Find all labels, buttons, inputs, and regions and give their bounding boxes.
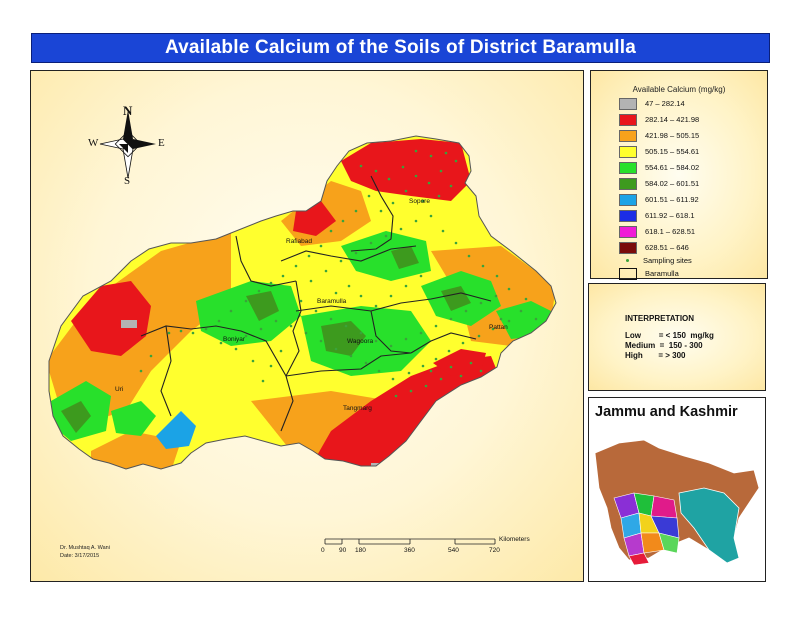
- scale-tick-4: 540: [448, 547, 459, 554]
- legend-row: 505.15 – 554.61: [619, 145, 700, 158]
- legend-swatch: [619, 97, 637, 110]
- legend-row: 47 – 282.14: [619, 97, 685, 110]
- place-sopore: Sopore: [409, 198, 430, 205]
- interpretation-title: INTERPRETATION: [625, 314, 695, 323]
- legend-swatch: [619, 193, 637, 206]
- legend-swatch: [619, 225, 637, 238]
- scale-tick-3: 360: [404, 547, 415, 554]
- compass-north: N: [123, 103, 133, 118]
- legend-label: 628.51 – 646: [645, 243, 689, 252]
- district-map: [48, 110, 557, 470]
- tehsil-boundaries: [140, 175, 492, 432]
- scale-tick-1: 90: [339, 547, 347, 554]
- legend-row: 554.61 – 584.02: [619, 161, 700, 174]
- legend-label: 421.98 – 505.15: [645, 131, 700, 140]
- legend-panel: Available Calcium (mg/kg) 47 – 282.14 28…: [590, 70, 768, 280]
- sampling-sites: [139, 149, 538, 398]
- compass-west: W: [88, 137, 99, 149]
- legend-label: 584.02 – 601.51: [645, 179, 700, 188]
- scale-tick-0: 0: [321, 547, 325, 554]
- place-wagoora: Wagoora: [347, 338, 374, 345]
- sampling-dot-icon: [619, 259, 635, 262]
- legend-label: 554.61 – 584.02: [645, 163, 700, 172]
- place-pattan: Pattan: [489, 324, 508, 331]
- legend-swatch: [619, 129, 637, 142]
- place-uri: Uri: [115, 386, 124, 393]
- inset-title: Jammu and Kashmir: [595, 404, 738, 420]
- legend-label: 618.1 – 628.51: [645, 227, 696, 236]
- legend-row-sampling: Sampling sites: [619, 255, 692, 266]
- north-arrow-icon: [99, 110, 156, 179]
- legend-swatch: [619, 113, 637, 126]
- place-tangmarg: Tangmarg: [343, 405, 372, 412]
- legend-row-boundary: Baramulla: [619, 267, 679, 280]
- interpretation-row-high: High = > 300: [625, 351, 686, 360]
- legend-boundary-label: Baramulla: [645, 269, 679, 278]
- interpretation-row-low: Low = < 150 mg/kg: [625, 331, 714, 340]
- legend-row: 618.1 – 628.51: [619, 225, 696, 238]
- map-frame: N S E W Sopore Rafiabad Baramulla Boniya…: [30, 70, 584, 582]
- legend-swatch: [619, 241, 637, 254]
- map-credit: Dr. Mushtaq A. Wani Date: 3/17/2015: [60, 544, 110, 560]
- place-baramulla: Baramulla: [317, 298, 347, 305]
- legend-label: 611.92 – 618.1: [645, 211, 695, 220]
- map-title: Available Calcium of the Soils of Distri…: [164, 37, 637, 58]
- scale-tick-2: 180: [355, 547, 366, 554]
- map-title-bar: Available Calcium of the Soils of Distri…: [31, 33, 770, 63]
- compass-east: E: [158, 137, 165, 149]
- legend-row: 601.51 – 611.92: [619, 193, 699, 206]
- jammu-kashmir-inset-map: [594, 439, 760, 566]
- legend-row: 611.92 – 618.1: [619, 209, 695, 222]
- interpretation-panel: INTERPRETATION Low = < 150 mg/kg Medium …: [588, 283, 766, 391]
- scale-bar: 0 90 180 360 540 720 Kilometers: [315, 533, 545, 563]
- legend-title: Available Calcium (mg/kg): [632, 85, 726, 94]
- legend-swatch: [619, 161, 637, 174]
- legend-row: 584.02 – 601.51: [619, 177, 700, 190]
- compass-south: S: [124, 175, 131, 187]
- place-boniyar: Boniyar: [223, 336, 246, 343]
- legend-row: 628.51 – 646: [619, 241, 689, 254]
- boundary-swatch: [619, 267, 637, 280]
- legend-label: 601.51 – 611.92: [645, 195, 699, 204]
- legend-sampling-label: Sampling sites: [643, 256, 692, 265]
- legend-row: 421.98 – 505.15: [619, 129, 700, 142]
- legend-label: 505.15 – 554.61: [645, 147, 700, 156]
- legend-swatch: [619, 145, 637, 158]
- legend-swatch: [619, 209, 637, 222]
- credit-author: Dr. Mushtaq A. Wani: [60, 545, 110, 551]
- scale-tick-5: 720: [489, 547, 500, 554]
- credit-date: Date: 3/17/2015: [60, 553, 100, 559]
- scale-unit: Kilometers: [499, 536, 530, 543]
- legend-label: 282.14 – 421.98: [645, 115, 700, 124]
- inset-map-panel: Jammu and Kashmir: [588, 397, 766, 582]
- interpretation-row-medium: Medium = 150 - 300: [625, 341, 703, 350]
- place-rafiabad: Rafiabad: [286, 238, 313, 245]
- legend-row: 282.14 – 421.98: [619, 113, 700, 126]
- legend-swatch: [619, 177, 637, 190]
- legend-label: 47 – 282.14: [645, 99, 685, 108]
